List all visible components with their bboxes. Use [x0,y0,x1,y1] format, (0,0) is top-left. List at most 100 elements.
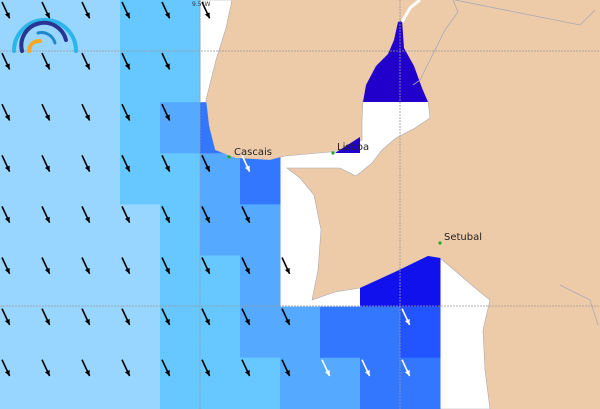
field-cell [200,255,241,308]
direction-arrow-icon [81,103,91,121]
city-label: Cascais [234,147,272,158]
field-cell [40,306,81,359]
city-lisboa[interactable]: Lisboa [331,142,369,155]
city-marker [438,241,442,245]
direction-arrow-icon [121,359,131,377]
direction-arrow-icon [81,359,91,377]
direction-arrow-icon [121,308,131,326]
direction-arrow-icon [41,103,51,121]
field-cell [40,51,81,103]
direction-arrow-icon [1,1,11,19]
logo-icon [12,18,78,53]
field-cell [120,357,161,409]
field-cell [80,153,121,205]
direction-arrow-icon [1,308,11,326]
direction-arrow-icon [161,359,171,377]
direction-arrow-icon [1,206,11,224]
direction-arrow-icon [201,308,211,326]
direction-arrow-icon [1,103,11,121]
field-cell [120,306,161,359]
field-cell [120,0,161,52]
direction-arrow-icon [201,359,211,377]
city-marker [227,155,231,159]
field-cell [40,102,81,154]
direction-arrow-icon [41,52,51,70]
direction-arrow-icon [41,257,51,275]
field-cell [80,0,121,52]
direction-arrow-icon [1,52,11,70]
field-cell [160,306,201,359]
direction-arrow-icon [81,1,91,19]
field-cell [80,204,121,256]
direction-arrow-icon [161,206,171,224]
field-cell [160,204,201,256]
field-cell [240,306,281,359]
direction-arrow-icon [241,206,251,224]
direction-arrows [1,1,411,377]
field-cell [360,306,401,359]
field-cell [360,357,401,409]
field-cell [200,306,241,359]
direction-arrow-icon [81,257,91,275]
direction-arrow-icon [161,257,171,275]
direction-arrow-icon [161,103,171,121]
city-label: Lisboa [337,142,369,153]
field-cell [120,255,161,308]
direction-arrow-icon [121,154,131,172]
direction-arrow-icon [201,206,211,224]
direction-arrow-icon [201,154,211,172]
field-cell [160,357,201,409]
field-cell [80,306,121,359]
field-cell [160,51,201,103]
direction-arrow-icon [41,1,51,19]
direction-arrow-icon [241,359,251,377]
direction-arrow-icon [1,359,11,377]
field-cell [80,255,121,308]
field-cells [0,0,441,409]
field-cell [40,204,81,256]
field-cell [120,102,161,154]
lisboa-estuary-cell [335,137,360,153]
direction-arrow-icon [81,206,91,224]
direction-arrow-icon [281,359,291,377]
field-cell [120,153,161,205]
direction-arrow-icon [281,308,291,326]
direction-arrow-icon [281,257,291,275]
direction-arrow-icon [241,308,251,326]
tejo-estuary [363,20,428,102]
direction-arrow-icon [161,154,171,172]
direction-arrow-icon [161,52,171,70]
field-cell [200,204,241,256]
field-cell [0,51,41,103]
direction-arrow-icon [41,359,51,377]
field-cell [240,204,281,256]
direction-arrow-icon [241,154,251,172]
direction-arrow-icon [121,257,131,275]
city-cascais[interactable]: Cascais [227,147,272,159]
field-cell [80,357,121,409]
direction-arrow-icon [81,52,91,70]
city-setubal[interactable]: Setubal [438,232,482,245]
direction-arrow-icon [121,206,131,224]
direction-arrow-icon [1,257,11,275]
field-cell [240,255,281,308]
field-cell [160,153,201,205]
field-cell [320,357,361,409]
direction-arrow-icon [41,206,51,224]
direction-arrow-icon [1,154,11,172]
direction-arrow-icon [121,52,131,70]
field-cell [80,51,121,103]
direction-arrow-icon [401,359,411,377]
field-cell [0,357,41,409]
direction-arrow-icon [201,257,211,275]
field-cell [40,357,81,409]
field-cell [0,204,41,256]
direction-arrow-icon [361,359,371,377]
field-cell [320,306,361,359]
field-cell [200,153,241,205]
field-cell [280,357,321,409]
graticule-label: 9.5°W [192,1,211,8]
